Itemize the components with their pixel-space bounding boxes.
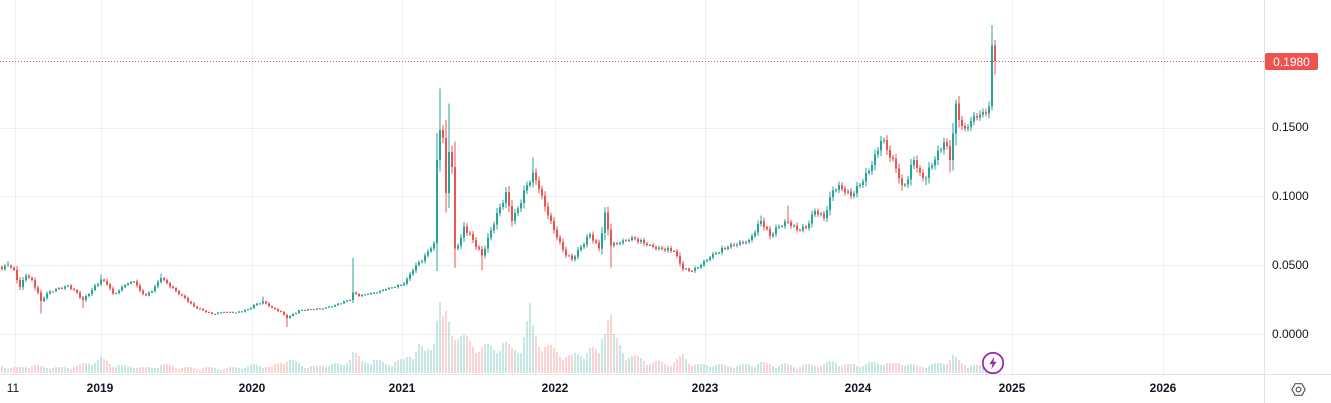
time-tick-label: 2024	[844, 381, 872, 395]
time-axis-separator	[0, 374, 1331, 375]
gear-glyph	[1290, 382, 1306, 396]
lightning-bolt-glyph	[981, 351, 1005, 375]
lightning-icon[interactable]	[981, 351, 1005, 375]
current-price-value: 0.1980	[1273, 54, 1310, 69]
price-axis[interactable]: 0.1500 0.1000 0.0500 0.0000	[1264, 0, 1331, 374]
price-tick-label: 0.1000	[1272, 189, 1309, 203]
axis-settings-corner	[1265, 375, 1331, 403]
gear-icon[interactable]	[1265, 375, 1331, 403]
time-tick-label: 2020	[238, 381, 266, 395]
price-tick-label: 0.0500	[1272, 258, 1309, 272]
price-tick-label: 0.0000	[1272, 327, 1309, 341]
time-tick-label: 2025	[998, 381, 1026, 395]
candles-layer	[1, 24, 996, 328]
time-axis[interactable]: 11 2019 2020 2021 2022 2023 2024 2025 2026	[0, 374, 1264, 403]
time-tick-label: 2021	[388, 381, 416, 395]
grid-layer	[0, 0, 1264, 374]
time-tick-label: 2019	[86, 381, 114, 395]
price-tick-label: 0.1500	[1272, 120, 1309, 134]
time-tick-label: 2022	[541, 381, 569, 395]
price-axis-separator	[1264, 0, 1265, 403]
time-tick-label: 2026	[1149, 381, 1177, 395]
candlestick-chart-canvas[interactable]	[0, 0, 1264, 374]
time-tick-label: 2023	[691, 381, 719, 395]
time-tick-label: 11	[6, 381, 20, 395]
current-price-badge: 0.1980	[1265, 53, 1318, 70]
volume-layer	[1, 302, 996, 373]
